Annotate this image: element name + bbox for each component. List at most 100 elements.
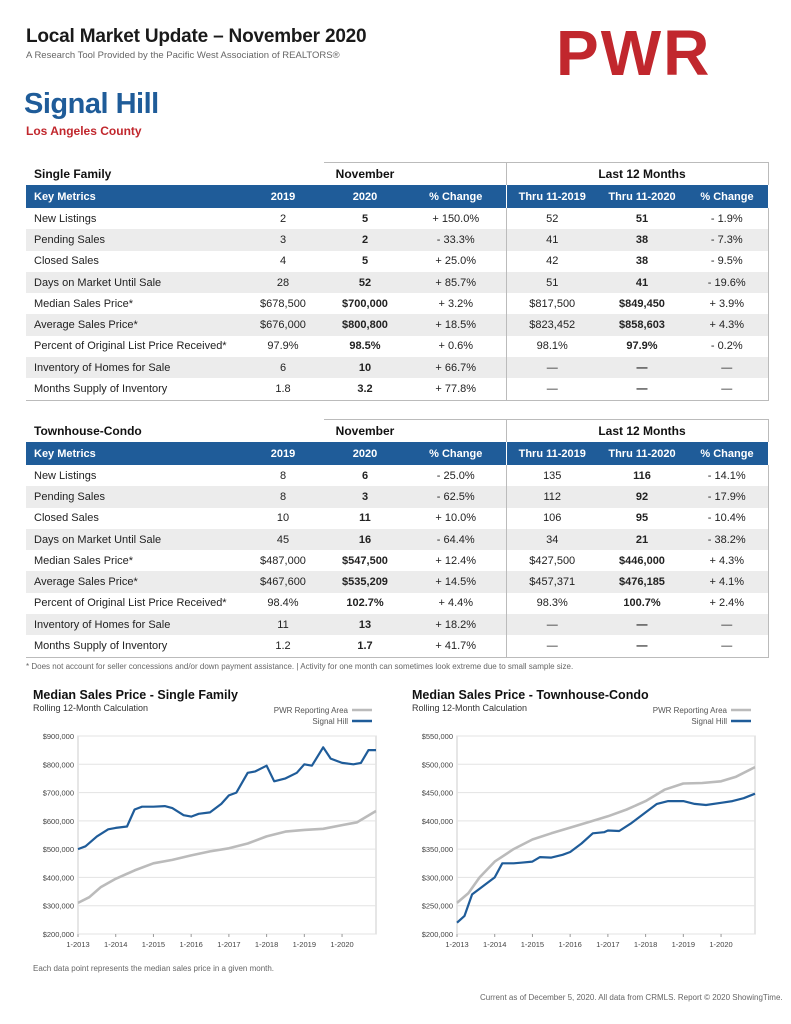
pct-change: + 66.7% <box>406 357 506 379</box>
x-tick-label: 1-2017 <box>596 940 619 949</box>
y-tick-label: $500,000 <box>422 760 453 769</box>
metric-label: Pending Sales <box>26 229 242 251</box>
metric-label: Days on Market Until Sale <box>26 528 242 551</box>
y-tick-label: $600,000 <box>43 817 74 826</box>
value-2019: 98.4% <box>267 597 299 610</box>
pct-change-12m: + 4.3% <box>686 314 769 336</box>
y-tick-label: $800,000 <box>43 760 74 769</box>
value-thru2019: $817,500 <box>505 293 598 315</box>
value-2020: 1.7 <box>324 635 406 658</box>
x-tick-label: 1-2014 <box>104 940 127 949</box>
report-subtitle: A Research Tool Provided by the Pacific … <box>26 50 340 61</box>
metric-label: Median Sales Price* <box>34 554 134 567</box>
pct-change-12m: - 9.5% <box>686 250 769 272</box>
legend-label: PWR Reporting Area <box>653 706 728 715</box>
metric-label: Months Supply of Inventory <box>26 635 242 658</box>
legend-label: Signal Hill <box>691 717 727 726</box>
pct-change-12m: - 0.2% <box>686 335 769 358</box>
metric-label: Percent of Original List Price Received* <box>34 340 227 353</box>
value-thru2019: — <box>505 357 598 379</box>
value-2019: $678,500 <box>260 297 306 310</box>
value-2020: $800,800 <box>324 314 406 336</box>
table-row: Days on Market Until Sale 45 16- 64.4% 34 21… <box>26 528 769 551</box>
value-thru2019: 98.1% <box>505 335 598 358</box>
median-price-single-family-chart: $200,000 $300,000 $400,000 $500,000 $600,000… <box>43 706 377 949</box>
y-tick-label: $700,000 <box>43 789 74 798</box>
x-tick-label: 1-2018 <box>634 940 657 949</box>
value-thru2019: — <box>505 635 598 658</box>
value-thru2020: 21 <box>598 528 686 551</box>
report-title: Local Market Update – November 2020 <box>26 26 367 47</box>
value-2020: 52 <box>324 271 406 294</box>
pct-change-12m: — <box>686 378 769 401</box>
value-2019: 97.9% <box>267 340 299 353</box>
value-2020: 5 <box>361 255 369 268</box>
x-tick-label: 1-2015 <box>142 940 165 949</box>
single-family-table: Single Family November Last 12 Months Ke… <box>26 162 769 401</box>
series-line-signal-hill <box>77 746 376 851</box>
value-thru2020: 38 <box>598 229 686 251</box>
table-row: Pending Sales 8 3- 62.5% 112 92- 17.9% <box>26 486 769 508</box>
value-thru2019: 51 <box>505 271 598 294</box>
pct-change: + 4.4% <box>438 597 474 610</box>
col-pct-header: % Change <box>406 185 506 208</box>
value-thru2019: 98.3% <box>505 592 598 615</box>
value-2020: 3.2 <box>324 378 406 401</box>
col-2020-header: 2020 <box>324 442 406 465</box>
y-tick-label: $350,000 <box>422 845 453 854</box>
value-2019: 6 <box>242 357 324 379</box>
chart-subtitle: Rolling 12-Month Calculation <box>412 703 528 713</box>
pct-change-12m: + 4.1% <box>686 571 769 593</box>
pct-change: + 14.5% <box>406 571 506 593</box>
value-2019: 11 <box>242 614 324 636</box>
x-tick-label: 1-2020 <box>709 940 732 949</box>
y-tick-label: $200,000 <box>43 930 74 939</box>
y-tick-label: $500,000 <box>43 845 74 854</box>
pct-change-12m: - 14.1% <box>686 465 769 487</box>
pct-change: + 10.0% <box>435 512 477 525</box>
city-title: Signal Hill <box>24 88 159 120</box>
value-2019: $487,000 <box>260 554 306 567</box>
pct-change: - 62.5% <box>406 486 506 508</box>
pct-change-12m: + 3.9% <box>686 293 769 315</box>
value-thru2020: $476,185 <box>598 571 686 593</box>
page-footer: Current as of December 5, 2020. All data… <box>480 993 783 1002</box>
value-thru2020: — <box>598 635 686 658</box>
value-thru2020: — <box>598 357 686 379</box>
value-thru2019: $427,500 <box>505 550 598 572</box>
col-thru2020-header: Thru 11-2020 <box>598 442 686 465</box>
last12-heading: Last 12 Months <box>598 162 686 185</box>
pct-change: - 33.3% <box>406 229 506 251</box>
pct-change-12m: — <box>686 614 769 636</box>
section-title: Townhouse-Condo <box>34 423 142 438</box>
table-row: Inventory of Homes for Sale 11 13 + 18.2% — —… <box>26 614 769 636</box>
value-thru2020: $849,450 <box>619 297 665 310</box>
value-2019: 1.8 <box>242 378 324 401</box>
value-2020: 98.5% <box>349 340 381 353</box>
x-tick-label: 1-2020 <box>330 940 353 949</box>
col-2019-header: 2019 <box>242 185 324 208</box>
value-thru2019: — <box>505 614 598 636</box>
pct-change-12m: + 4.3% <box>686 550 769 572</box>
col-pct12-header: % Change <box>686 185 768 208</box>
section-title: Single Family <box>34 166 112 181</box>
series-line-pwr-reporting-area <box>77 809 377 905</box>
value-thru2020: 116 <box>633 469 651 482</box>
value-2020: 3 <box>324 486 406 508</box>
table-row: Pending Sales 3 2- 33.3% 41 38- 7.3% <box>26 229 769 251</box>
pct-change: + 18.2% <box>406 614 506 636</box>
x-tick-label: 1-2018 <box>255 940 278 949</box>
y-tick-label: $300,000 <box>422 873 453 882</box>
value-thru2020: 92 <box>598 486 686 508</box>
metric-label: Inventory of Homes for Sale <box>26 357 242 379</box>
pct-change-12m: — <box>686 357 769 379</box>
value-2019: 45 <box>242 528 324 551</box>
y-tick-label: $400,000 <box>43 873 74 882</box>
value-thru2019: $457,371 <box>505 571 598 593</box>
value-thru2020: 41 <box>598 271 686 294</box>
value-2020: 11 <box>359 512 371 525</box>
pct-change: - 25.0% <box>436 469 475 482</box>
col-pct-header: % Change <box>406 442 506 465</box>
value-2020: $535,209 <box>324 571 406 593</box>
value-thru2019: 41 <box>505 229 598 251</box>
